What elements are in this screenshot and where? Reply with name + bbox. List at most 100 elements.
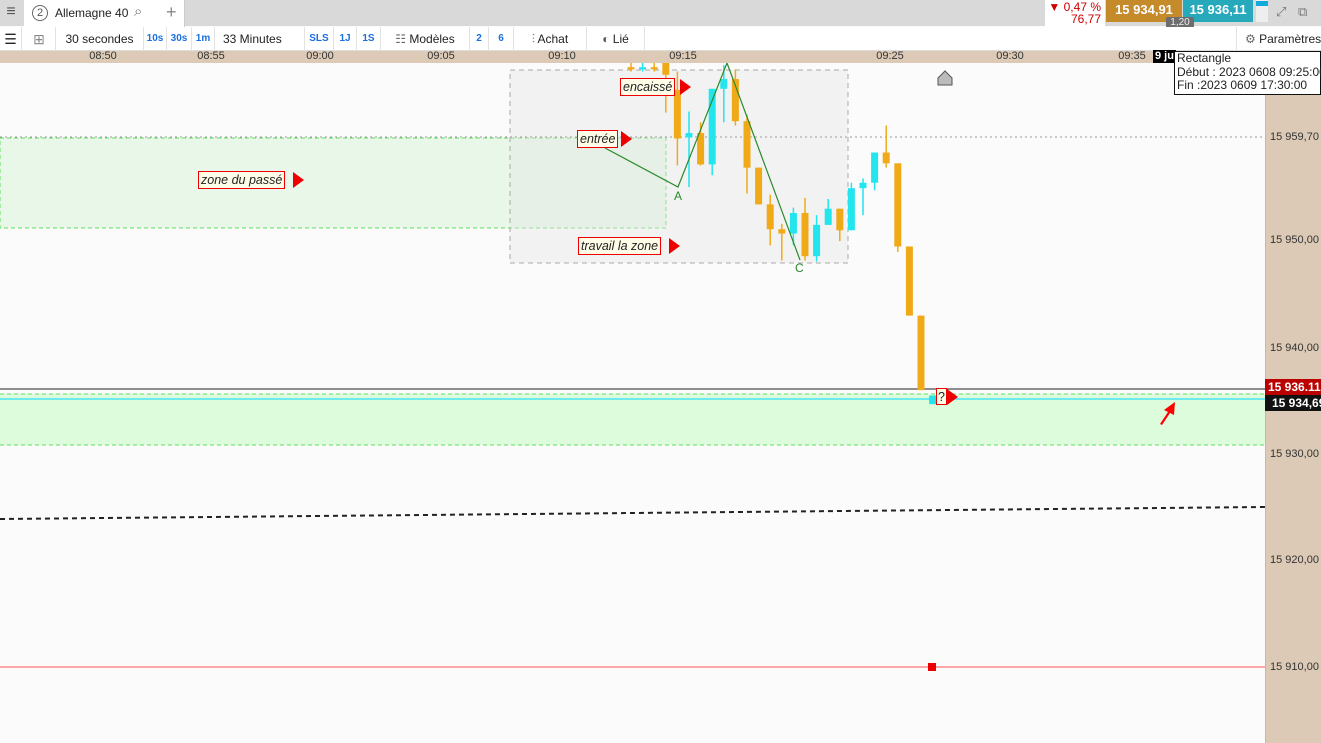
- tag-arrow-icon: [293, 172, 304, 188]
- change-points: 76,77: [1070, 12, 1101, 26]
- change-display: ▼ 0,47 % 76,77: [1045, 0, 1105, 27]
- tag-encaisse[interactable]: encaissé: [620, 78, 676, 96]
- candle-body: [708, 88, 716, 165]
- time-tick: 09:10: [548, 50, 576, 62]
- time-axis[interactable]: 08:50 08:55 09:00 09:05 09:10 09:15 09:2…: [0, 50, 1265, 63]
- candle-body: [847, 188, 855, 231]
- trend-line: [0, 506, 1265, 520]
- price-tick: 15 950,00: [1270, 234, 1319, 246]
- candle-body: [801, 213, 809, 257]
- buy-button[interactable]: ⫶ Achat: [514, 27, 587, 51]
- price-tick: 15 959,70: [1270, 131, 1319, 143]
- tag-question[interactable]: ?: [936, 388, 947, 405]
- time-tick: 09:30: [996, 50, 1024, 62]
- tooltip-start: Début : 2023 0608 09:25:00: [1177, 64, 1321, 79]
- candle-body: [731, 79, 739, 122]
- candle-body: [673, 89, 681, 139]
- candle-body: [778, 229, 786, 234]
- candle-body: [627, 67, 635, 70]
- rectangle-tooltip: Rectangle Début : 2023 0608 09:25:00 Fin…: [1174, 51, 1321, 95]
- price-tick: 15 920,00: [1270, 554, 1319, 566]
- tag-arrow-icon: [680, 79, 691, 95]
- candle-body: [882, 152, 890, 164]
- tag-arrow-icon: [669, 238, 680, 254]
- interval-30s[interactable]: 30s: [167, 27, 192, 51]
- link-button[interactable]: ◐ Lié: [587, 27, 645, 51]
- candle-body: [836, 208, 844, 231]
- candle-body: [766, 204, 774, 230]
- candle-body: [639, 67, 647, 70]
- tab-allemagne-40[interactable]: 2 Allemagne 40 ⌕: [24, 0, 185, 27]
- depth-bars-icon[interactable]: [1256, 0, 1268, 22]
- search-icon[interactable]: ⌕: [134, 3, 143, 20]
- time-tick: 09:15: [669, 50, 697, 62]
- tooltip-title: Rectangle: [1177, 51, 1232, 65]
- candle-body: [824, 208, 832, 225]
- sell-price-button[interactable]: 15 934,91: [1106, 0, 1182, 22]
- tag-travail-zone[interactable]: travail la zone: [578, 237, 662, 255]
- point-a-label: A: [674, 189, 683, 203]
- option-6[interactable]: 6: [489, 27, 514, 51]
- tag-entree[interactable]: entrée: [577, 130, 619, 148]
- buy-price-button[interactable]: 15 936,11: [1183, 0, 1253, 22]
- home-marker-icon: [937, 70, 953, 86]
- tag-zone-passe[interactable]: zone du passé: [198, 171, 286, 189]
- price-tick: 15 940,00: [1270, 342, 1319, 354]
- preset-sls[interactable]: SLS: [305, 27, 334, 51]
- target-zone-rect: [0, 394, 1265, 445]
- past-zone-rect: [0, 137, 667, 229]
- popout-icon[interactable]: ⧉: [1298, 4, 1308, 19]
- candle-body: [743, 121, 751, 168]
- range-select[interactable]: 33 Minutes: [215, 27, 305, 51]
- option-2[interactable]: 2: [470, 27, 489, 51]
- preset-1j[interactable]: 1J: [334, 27, 357, 51]
- candles-icon: ⫶: [531, 32, 538, 46]
- candle-body: [813, 224, 821, 257]
- add-tab-plus-icon[interactable]: +: [166, 2, 177, 22]
- change-percent: ▼ 0,47 %: [1048, 0, 1101, 14]
- list-icon[interactable]: ☰: [0, 27, 22, 51]
- templates-button[interactable]: ☷ Modèles: [381, 27, 470, 51]
- chart-toolbar: ☰ ⊞ 30 secondes 10s 30s 1m 33 Minutes SL…: [0, 27, 1321, 51]
- layout-grid-icon[interactable]: ⊞: [23, 27, 56, 51]
- stop-handle[interactable]: [928, 663, 936, 671]
- candle-body: [685, 133, 693, 138]
- last-price-label: 15 936.11: [1265, 379, 1321, 396]
- time-tick: 08:55: [197, 50, 225, 62]
- candles: [627, 63, 937, 405]
- interval-10s[interactable]: 10s: [144, 27, 167, 51]
- chart-area[interactable]: [0, 63, 1265, 743]
- time-cursor-label: 9 ju: [1153, 50, 1176, 63]
- link-label: Lié: [612, 32, 629, 46]
- candle-body: [650, 67, 658, 70]
- candle-body: [662, 63, 670, 75]
- fullscreen-icon[interactable]: ⤢: [1276, 4, 1287, 19]
- candle-body: [789, 213, 797, 234]
- candle-body: [859, 182, 867, 189]
- hamburger-menu-icon[interactable]: ≡: [6, 3, 16, 20]
- settings-label: Paramètres: [1259, 32, 1321, 46]
- interval-select[interactable]: 30 secondes: [56, 27, 144, 51]
- buy-label: Achat: [537, 32, 569, 46]
- bid-price-label: 15 934,69: [1265, 395, 1321, 411]
- preset-1s[interactable]: 1S: [357, 27, 381, 51]
- candle-body: [871, 152, 879, 183]
- point-c-label: C: [795, 261, 804, 275]
- time-tick: 08:50: [89, 50, 117, 62]
- sliders-icon: ☷: [395, 32, 410, 46]
- tab-number-badge: 2: [32, 5, 48, 21]
- tab-title: Allemagne 40: [55, 6, 129, 20]
- candle-body: [905, 246, 913, 316]
- candle-body: [755, 167, 763, 205]
- tag-arrow-icon: [947, 389, 958, 405]
- interval-1m[interactable]: 1m: [192, 27, 215, 51]
- time-tick: 09:25: [876, 50, 904, 62]
- candle-body: [697, 133, 705, 165]
- candle-body: [894, 163, 902, 247]
- gear-icon: ⚙: [1245, 32, 1260, 46]
- price-tick: 15 910,00: [1270, 661, 1319, 673]
- time-tick: 09:05: [427, 50, 455, 62]
- spread-badge: 1,20: [1166, 17, 1194, 28]
- tooltip-end: Fin :2023 0609 17:30:00: [1177, 78, 1308, 92]
- settings-button[interactable]: ⚙ Paramètres: [1236, 27, 1321, 51]
